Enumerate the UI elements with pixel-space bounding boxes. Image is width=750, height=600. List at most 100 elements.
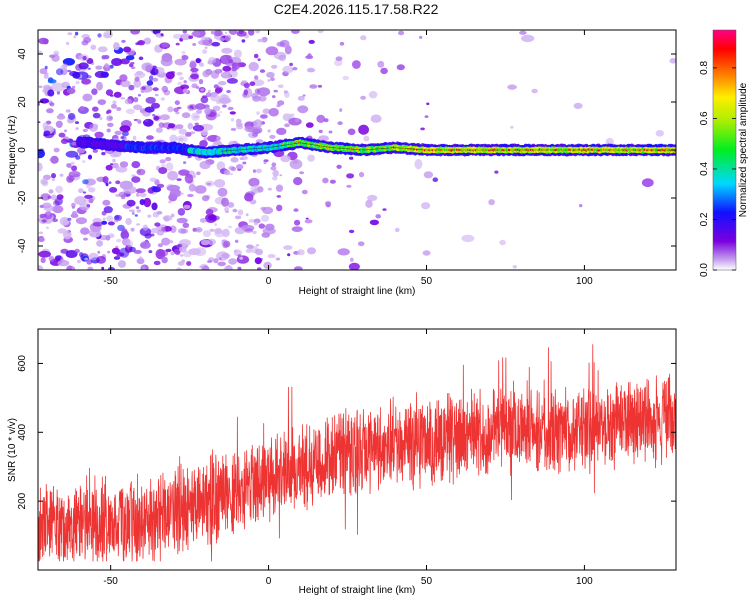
snr-ylabel: SNR (10 * v/v): [7, 418, 18, 482]
noise-speckle: [149, 177, 157, 182]
noise-speckle: [294, 266, 303, 270]
noise-speckle: [38, 231, 44, 235]
noise-speckle: [155, 127, 163, 133]
noise-speckle: [210, 70, 220, 79]
spectrogram-x-tick-label: 50: [421, 276, 433, 287]
noise-speckle: [182, 222, 190, 228]
noise-speckle: [141, 265, 146, 270]
noise-speckle: [237, 254, 242, 258]
noise-speckle: [202, 49, 208, 54]
noise-speckle: [297, 95, 305, 101]
noise-speckle: [120, 97, 126, 100]
noise-speckle: [226, 90, 232, 93]
noise-speckle: [81, 78, 91, 85]
noise-speckle: [68, 176, 75, 182]
colorbar-tick-label: 0.4: [699, 162, 710, 176]
noise-speckle: [102, 55, 107, 59]
noise-speckle: [148, 250, 153, 254]
noise-speckle: [202, 195, 210, 202]
noise-speckle: [183, 80, 187, 84]
noise-speckle: [147, 214, 152, 218]
noise-speckle: [130, 227, 135, 232]
noise-speckle: [94, 131, 104, 138]
noise-speckle: [236, 125, 244, 130]
noise-speckle: [87, 154, 93, 160]
noise-speckle: [208, 39, 213, 43]
noise-speckle: [161, 164, 166, 167]
noise-speckle: [307, 154, 315, 162]
noise-speckle: [423, 171, 434, 179]
noise-speckle: [77, 188, 84, 194]
noise-speckle: [242, 161, 247, 165]
noise-speckle: [136, 223, 141, 226]
noise-speckle: [270, 166, 277, 171]
noise-speckle: [420, 127, 425, 131]
noise-speckle: [145, 96, 156, 104]
noise-speckle: [65, 150, 79, 158]
noise-speckle: [198, 62, 204, 67]
noise-speckle: [292, 160, 299, 164]
noise-speckle: [107, 250, 111, 254]
chart-title: C2E4.2026.115.17.58.R22: [274, 1, 439, 17]
noise-speckle: [237, 209, 244, 216]
noise-speckle: [263, 161, 267, 165]
noise-speckle: [51, 178, 55, 181]
noise-speckle: [139, 192, 147, 198]
noise-speckle: [55, 185, 63, 194]
noise-speckle: [217, 187, 228, 197]
noise-speckle: [183, 204, 191, 209]
noise-speckle: [136, 168, 146, 176]
noise-speckle: [177, 244, 183, 248]
noise-speckle: [227, 225, 233, 229]
noise-speckle: [179, 245, 187, 253]
noise-speckle: [133, 249, 142, 254]
noise-speckle: [204, 107, 211, 115]
noise-speckle: [214, 179, 226, 188]
noise-speckle: [349, 156, 354, 160]
noise-speckle: [137, 93, 141, 97]
noise-speckle: [183, 161, 187, 165]
noise-speckle: [138, 56, 144, 61]
noise-speckle: [98, 46, 108, 53]
noise-speckle: [365, 199, 373, 208]
noise-speckle: [125, 217, 132, 226]
noise-speckle: [263, 261, 272, 270]
noise-speckle: [192, 124, 204, 132]
noise-speckle: [115, 166, 128, 173]
noise-speckle: [421, 202, 431, 210]
noise-speckle: [115, 180, 121, 185]
noise-speckle: [424, 115, 429, 118]
noise-speckle: [105, 182, 109, 187]
noise-speckle: [213, 84, 219, 89]
noise-speckle: [348, 262, 360, 270]
noise-speckle: [105, 235, 111, 241]
noise-speckle: [165, 156, 172, 162]
noise-speckle: [119, 247, 130, 258]
noise-speckle: [38, 237, 46, 242]
noise-speckle: [226, 78, 238, 84]
noise-speckle: [260, 214, 270, 222]
noise-speckle: [244, 125, 255, 133]
noise-speckle: [160, 97, 165, 101]
colorbar-tick-label: 0.8: [699, 61, 710, 75]
noise-speckle: [99, 117, 103, 120]
noise-speckle: [245, 248, 252, 254]
noise-speckle: [276, 195, 281, 198]
noise-speckle: [71, 202, 76, 208]
noise-speckle: [180, 228, 188, 234]
noise-speckle: [370, 114, 382, 123]
noise-speckle: [166, 184, 180, 192]
noise-speckle: [235, 118, 242, 124]
noise-speckle: [211, 41, 221, 47]
noise-speckle: [40, 193, 51, 201]
noise-speckle: [258, 223, 266, 229]
noise-speckle: [573, 102, 583, 109]
noise-speckle: [342, 75, 350, 81]
noise-speckle: [152, 87, 159, 92]
noise-speckle: [382, 208, 387, 211]
noise-speckle: [67, 69, 72, 73]
noise-speckle: [297, 249, 305, 256]
noise-speckle: [253, 119, 263, 129]
ridge-center-line: [221, 142, 676, 152]
noise-speckle: [222, 104, 227, 108]
